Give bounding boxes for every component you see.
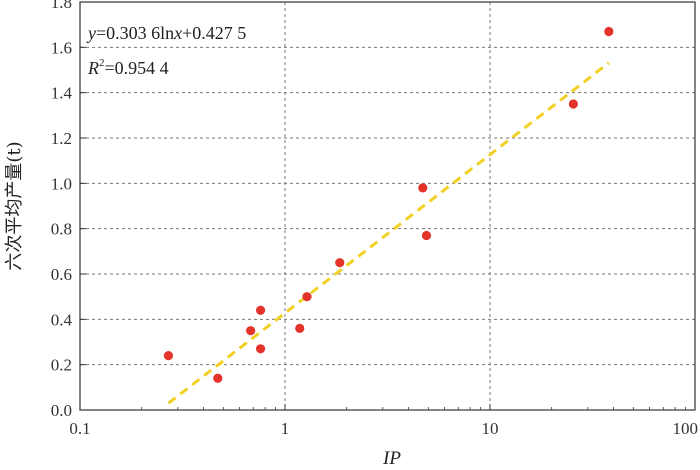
y-tick-label: 1.8 [51,0,72,12]
x-tick-label: 0.1 [69,419,90,438]
data-points-layer [163,26,614,383]
y-tick-label: 0.0 [51,401,72,420]
y-tick-label: 0.4 [51,310,73,329]
trendline-layer [167,61,610,405]
data-point [295,323,305,333]
data-point [255,344,266,354]
y-tick-label: 1.0 [51,174,72,193]
grid-layer [80,2,695,410]
data-point [163,351,174,361]
data-point [418,183,428,193]
y-tick-label: 1.6 [51,38,72,57]
plot-area-frame [79,1,696,411]
y-axis-label: 六次平均产量(t) [4,141,25,270]
data-point [604,26,614,37]
x-axis-label: IP [382,448,401,469]
data-point [568,99,578,109]
y-tick-label: 0.8 [51,220,72,239]
x-tick-label: 1 [281,419,290,438]
data-point [421,230,432,241]
data-point [246,326,256,336]
y-tick-label: 0.2 [51,356,72,375]
data-point [213,373,223,383]
y-tick-label: 1.4 [51,84,73,103]
data-point [302,292,312,302]
axis-layer: 0.0 0.2 0.4 0.6 0.8 1.0 1.2 1.4 1.6 1.8 0.1 1 10 100 [51,0,698,438]
r-squared-annotation: R2=0.954 4 [87,57,169,78]
data-point [335,258,345,268]
equation-annotation: y=0.303 6lnx+0.427 5 [86,23,246,43]
y-tick-label: 0.6 [51,265,72,284]
x-tick-label: 100 [673,419,699,438]
y-tick-label: 1.2 [51,129,72,148]
trendline [167,61,610,405]
x-tick-label: 10 [482,419,499,438]
data-point [255,305,266,315]
